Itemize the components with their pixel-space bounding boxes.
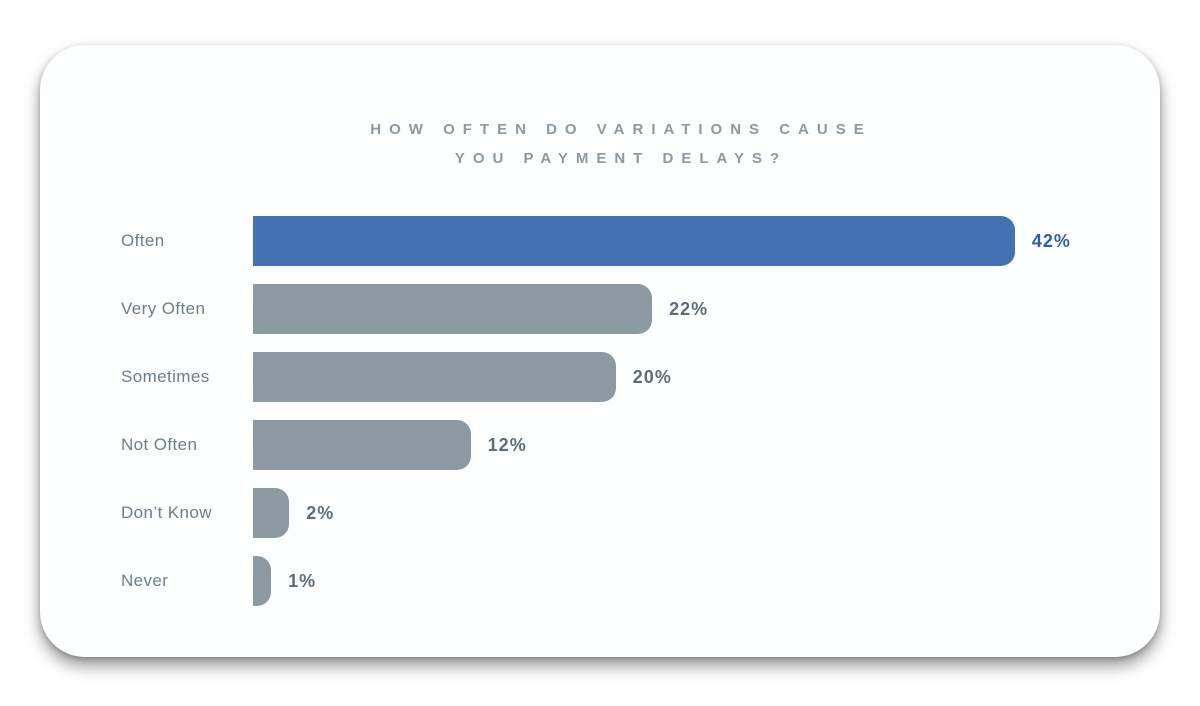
bar-track: 2%	[253, 488, 1160, 538]
chart-title-line-2: YOU PAYMENT DELAYS?	[454, 150, 788, 167]
value-label: 1%	[288, 570, 317, 591]
bar-row: Very Often 22%	[40, 284, 1160, 334]
bar-track: 42%	[253, 216, 1160, 266]
bar-row: Never 1%	[40, 556, 1160, 606]
chart-card: HOW OFTEN DO VARIATIONS CAUSE YOU PAYMEN…	[40, 45, 1160, 657]
bar	[253, 556, 272, 606]
bar	[253, 352, 616, 402]
value-label: 22%	[669, 298, 709, 319]
value-label: 42%	[1031, 230, 1071, 251]
category-label: Often	[121, 231, 165, 250]
bar	[253, 216, 1015, 266]
bar-track: 20%	[253, 352, 1160, 402]
chart-title: HOW OFTEN DO VARIATIONS CAUSE YOU PAYMEN…	[40, 115, 1160, 173]
value-label: 12%	[487, 434, 527, 455]
bar	[253, 488, 290, 538]
category-label: Not Often	[121, 435, 198, 454]
bar-row: Often 42%	[40, 216, 1160, 266]
category-label: Sometimes	[121, 367, 210, 386]
value-label: 20%	[632, 366, 672, 387]
bar-track: 1%	[253, 556, 1160, 606]
bar-row: Sometimes 20%	[40, 352, 1160, 402]
bar-track: 22%	[253, 284, 1160, 334]
bar-track: 12%	[253, 420, 1160, 470]
category-label: Never	[121, 571, 169, 590]
chart-title-line-1: HOW OFTEN DO VARIATIONS CAUSE	[370, 121, 872, 138]
bar-row: Don’t Know 2%	[40, 488, 1160, 538]
bar	[253, 284, 653, 334]
value-label: 2%	[306, 502, 335, 523]
bar-row: Not Often 12%	[40, 420, 1160, 470]
category-label: Don’t Know	[121, 503, 212, 522]
category-label: Very Often	[121, 299, 206, 318]
bar-chart: Often 42% Very Often 22% Sometimes 20% N…	[40, 216, 1160, 624]
bar	[253, 420, 471, 470]
